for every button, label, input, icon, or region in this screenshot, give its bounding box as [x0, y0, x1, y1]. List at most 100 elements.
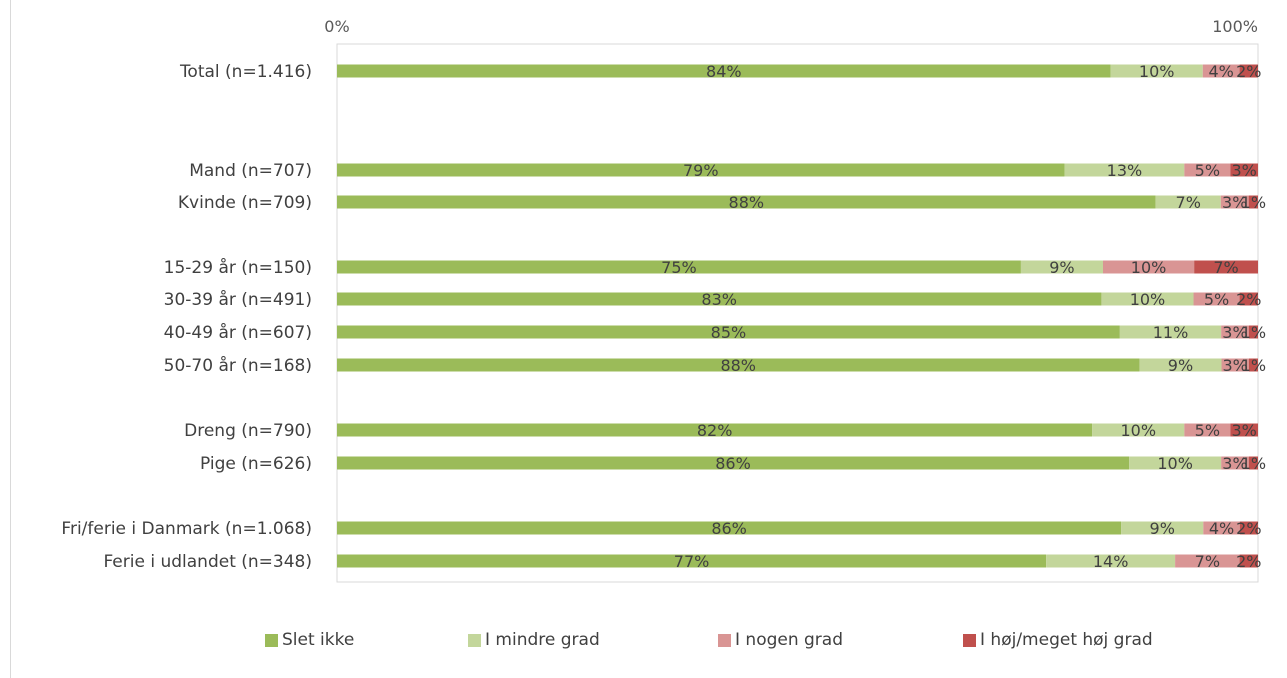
data-label-i-mindre-grad: 7%	[1176, 193, 1201, 212]
bar-i-mindre-grad	[1139, 358, 1222, 372]
bar-slet-ikke	[337, 325, 1120, 339]
bar-slet-ikke	[337, 456, 1130, 470]
data-label-i-h-j-meget-h-j-grad: 2%	[1236, 519, 1261, 538]
x-tick-label: 100%	[1212, 17, 1258, 36]
legend-swatch-slet-ikke	[265, 633, 278, 647]
bar-i-h-j-meget-h-j-grad	[1248, 195, 1258, 209]
bar-i-h-j-meget-h-j-grad	[1230, 423, 1258, 437]
bar-i-nogen-grad	[1202, 64, 1240, 78]
data-label-i-nogen-grad: 3%	[1223, 356, 1248, 375]
data-label-slet-ikke: 77%	[674, 552, 710, 571]
bar-slet-ikke	[337, 292, 1102, 306]
data-label-i-nogen-grad: 5%	[1204, 290, 1229, 309]
bar-slet-ikke	[337, 423, 1093, 437]
data-label-i-h-j-meget-h-j-grad: 2%	[1236, 290, 1261, 309]
category-label-pige-n-626: Pige (n=626)	[200, 454, 312, 474]
data-label-i-h-j-meget-h-j-grad: 7%	[1213, 258, 1238, 277]
bar-i-mindre-grad	[1129, 456, 1222, 470]
data-label-i-nogen-grad: 5%	[1195, 161, 1220, 180]
legend-label-i-hoj-grad: I høj/meget høj grad	[980, 630, 1153, 650]
data-label-i-h-j-meget-h-j-grad: 2%	[1236, 62, 1261, 81]
bar-i-nogen-grad	[1193, 292, 1240, 306]
data-label-i-mindre-grad: 13%	[1107, 161, 1143, 180]
bar-i-nogen-grad	[1221, 325, 1249, 339]
bar-i-nogen-grad	[1102, 260, 1195, 274]
bar-i-h-j-meget-h-j-grad	[1248, 358, 1258, 372]
bar-i-nogen-grad	[1221, 358, 1249, 372]
data-label-i-mindre-grad: 10%	[1130, 290, 1166, 309]
bar-i-h-j-meget-h-j-grad	[1239, 292, 1258, 306]
data-label-i-nogen-grad: 7%	[1195, 552, 1220, 571]
data-label-i-h-j-meget-h-j-grad: 2%	[1236, 552, 1261, 571]
data-label-i-h-j-meget-h-j-grad: 3%	[1231, 421, 1256, 440]
legend-item-i-mindre-grad: I mindre grad	[468, 628, 600, 652]
bar-slet-ikke	[337, 260, 1021, 274]
data-label-i-mindre-grad: 10%	[1120, 421, 1156, 440]
bar-slet-ikke	[337, 521, 1122, 535]
category-label-15-29-r-n-150: 15-29 år (n=150)	[164, 257, 312, 278]
data-label-i-mindre-grad: 11%	[1153, 323, 1189, 342]
data-label-i-h-j-meget-h-j-grad: 1%	[1241, 323, 1266, 342]
bar-i-nogen-grad	[1175, 554, 1240, 568]
data-label-i-h-j-meget-h-j-grad: 1%	[1241, 454, 1266, 473]
plot-area-border	[336, 43, 1259, 583]
chart-legend: Slet ikke I mindre grad I nogen grad I h…	[0, 628, 1287, 652]
category-label-fri-ferie-i-danmark-n-1-068: Fri/ferie i Danmark (n=1.068)	[61, 519, 312, 539]
bar-i-mindre-grad	[1020, 260, 1103, 274]
bar-i-mindre-grad	[1101, 292, 1194, 306]
bar-i-nogen-grad	[1220, 195, 1249, 209]
bar-i-h-j-meget-h-j-grad	[1230, 163, 1258, 177]
legend-swatch-i-nogen-grad	[718, 633, 731, 647]
bar-i-nogen-grad	[1203, 521, 1240, 535]
bar-i-mindre-grad	[1121, 521, 1204, 535]
bar-i-mindre-grad	[1110, 64, 1203, 78]
category-label-kvinde-n-709: Kvinde (n=709)	[178, 193, 312, 213]
bar-i-nogen-grad	[1221, 456, 1249, 470]
data-label-i-nogen-grad: 5%	[1195, 421, 1220, 440]
data-label-slet-ikke: 75%	[661, 258, 697, 277]
data-label-i-nogen-grad: 3%	[1222, 193, 1247, 212]
data-label-slet-ikke: 84%	[706, 62, 742, 81]
data-label-i-mindre-grad: 9%	[1150, 519, 1175, 538]
bar-i-h-j-meget-h-j-grad	[1239, 521, 1258, 535]
data-label-i-nogen-grad: 10%	[1131, 258, 1167, 277]
x-tick-label: 0%	[324, 17, 349, 36]
legend-label-slet-ikke: Slet ikke	[282, 630, 355, 650]
bar-i-mindre-grad	[1064, 163, 1185, 177]
category-label-30-39-r-n-491: 30-39 år (n=491)	[164, 289, 312, 310]
data-label-i-nogen-grad: 3%	[1222, 454, 1247, 473]
bar-i-h-j-meget-h-j-grad	[1248, 325, 1258, 339]
category-label-40-49-r-n-607: 40-49 år (n=607)	[164, 322, 312, 343]
data-label-slet-ikke: 85%	[711, 323, 747, 342]
bar-i-mindre-grad	[1092, 423, 1185, 437]
data-label-i-mindre-grad: 14%	[1093, 552, 1129, 571]
legend-item-slet-ikke: Slet ikke	[265, 628, 354, 652]
bar-i-h-j-meget-h-j-grad	[1239, 64, 1258, 78]
data-label-i-h-j-meget-h-j-grad: 1%	[1241, 193, 1266, 212]
data-label-slet-ikke: 86%	[715, 454, 751, 473]
bar-i-nogen-grad	[1184, 423, 1231, 437]
data-label-i-mindre-grad: 10%	[1139, 62, 1175, 81]
bar-i-mindre-grad	[1155, 195, 1221, 209]
bar-slet-ikke	[337, 358, 1140, 372]
legend-item-i-nogen-grad: I nogen grad	[718, 628, 843, 652]
bar-i-mindre-grad	[1119, 325, 1222, 339]
bar-i-mindre-grad	[1046, 554, 1176, 568]
category-label-total-n-1-416: Total (n=1.416)	[179, 62, 312, 82]
category-label-dreng-n-790: Dreng (n=790)	[184, 421, 312, 441]
data-label-slet-ikke: 82%	[697, 421, 733, 440]
legend-label-i-nogen-grad: I nogen grad	[735, 630, 844, 650]
category-label-mand-n-707: Mand (n=707)	[189, 161, 312, 181]
data-label-i-nogen-grad: 4%	[1208, 62, 1233, 81]
data-label-slet-ikke: 79%	[683, 161, 719, 180]
data-label-i-h-j-meget-h-j-grad: 3%	[1231, 161, 1256, 180]
category-label-ferie-i-udlandet-n-348: Ferie i udlandet (n=348)	[103, 552, 312, 572]
legend-item-i-hoj-grad: I høj/meget høj grad	[963, 628, 1153, 652]
bar-slet-ikke	[337, 554, 1047, 568]
data-label-i-nogen-grad: 3%	[1222, 323, 1247, 342]
bar-i-h-j-meget-h-j-grad	[1248, 456, 1258, 470]
legend-swatch-i-mindre-grad	[468, 633, 481, 647]
legend-label-i-mindre-grad: I mindre grad	[485, 630, 600, 650]
data-label-slet-ikke: 88%	[720, 356, 756, 375]
